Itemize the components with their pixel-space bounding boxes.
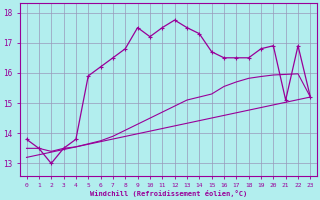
X-axis label: Windchill (Refroidissement éolien,°C): Windchill (Refroidissement éolien,°C) <box>90 190 247 197</box>
